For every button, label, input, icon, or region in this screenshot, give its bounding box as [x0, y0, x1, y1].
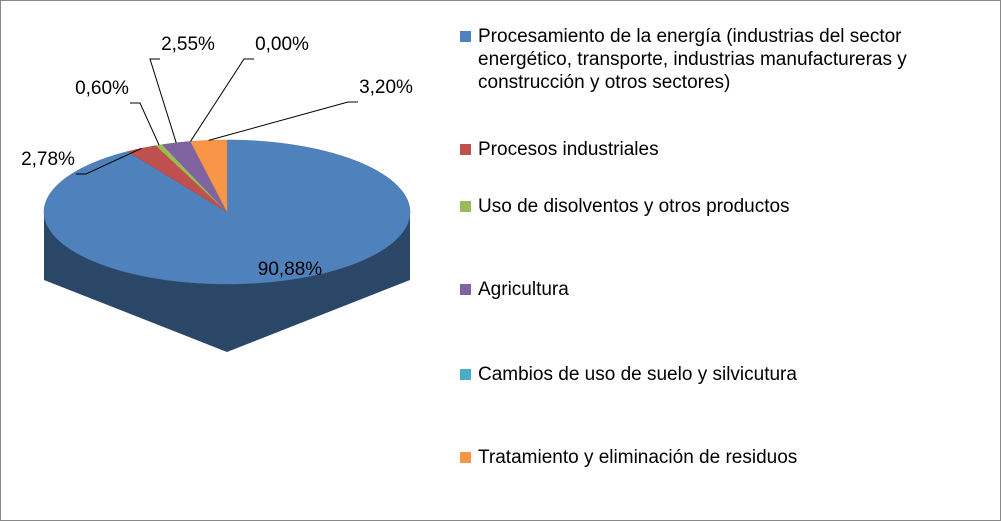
data-label: 2,55% — [161, 34, 215, 55]
slice — [161, 141, 228, 213]
leader-line — [208, 101, 358, 141]
legend-item: Procesamiento de la energía (industrias … — [460, 25, 995, 94]
legend-item: Agricultura — [460, 278, 995, 301]
legend-swatch — [460, 452, 471, 463]
legend-item: Uso de disolventos y otros productos — [460, 195, 995, 218]
data-label: 90,88% — [258, 259, 323, 280]
legend-item: Procesos industriales — [460, 138, 995, 161]
slice — [127, 145, 228, 213]
legend-swatch — [460, 284, 471, 295]
data-label: 3,20% — [359, 77, 413, 98]
legend-label: Procesos industriales — [478, 139, 659, 160]
legend-swatch — [460, 144, 471, 155]
leader-line — [190, 58, 254, 142]
data-label: 0,00% — [255, 34, 309, 55]
slice-side — [44, 212, 410, 352]
legend-item: Tratamiento y eliminación de residuos — [460, 446, 995, 469]
slice — [190, 139, 228, 213]
legend-label: Tratamiento y eliminación de residuos — [478, 447, 798, 468]
legend-label: Agricultura — [478, 279, 569, 300]
leader-line — [76, 147, 142, 175]
data-label: 2,78% — [21, 149, 75, 170]
legend-label: Uso de disolventos y otros productos — [478, 196, 790, 217]
legend-item: Cambios de uso de suelo y silvicutura — [460, 363, 995, 386]
leader-line — [130, 102, 160, 146]
legend-swatch — [460, 369, 471, 380]
leader-line — [149, 58, 177, 143]
legend-label: Procesamiento de la energía (industrias … — [478, 26, 907, 93]
legend-swatch — [460, 201, 471, 212]
data-label: 0,60% — [75, 78, 129, 99]
legend-swatch — [460, 31, 471, 42]
legend-label: Cambios de uso de suelo y silvicutura — [478, 364, 797, 385]
